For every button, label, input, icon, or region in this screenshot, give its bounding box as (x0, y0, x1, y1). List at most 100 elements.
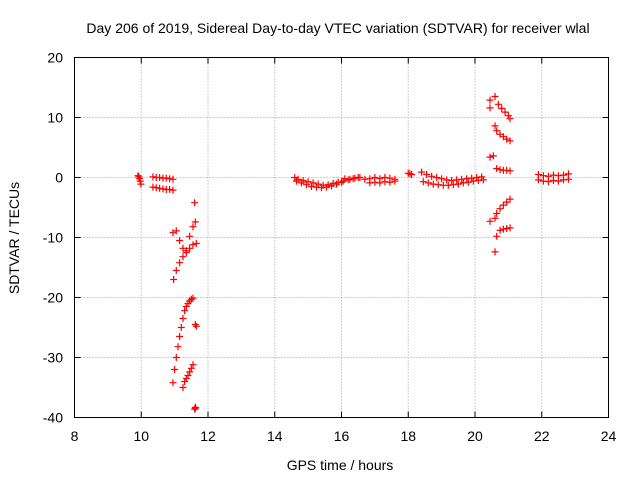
data-point (493, 232, 501, 240)
data-point (494, 100, 502, 108)
data-point (176, 259, 184, 267)
data-point (182, 249, 190, 256)
data-point (181, 307, 189, 315)
series-sat-r (486, 152, 514, 175)
data-point (332, 180, 340, 188)
series-sat-j (292, 177, 345, 192)
series-sat-f (169, 294, 197, 387)
data-point (491, 214, 499, 222)
data-point (486, 96, 494, 104)
data-point (189, 361, 197, 369)
data-point (187, 364, 195, 372)
data-point (294, 175, 302, 183)
data-point (179, 253, 187, 261)
data-point (506, 137, 514, 145)
data-point (322, 183, 330, 191)
data-point (489, 152, 497, 160)
data-point (191, 321, 199, 328)
data-point (376, 179, 384, 187)
data-point (171, 366, 179, 373)
data-point (182, 303, 190, 310)
series-sat-p (486, 93, 514, 123)
data-point (169, 175, 177, 183)
data-point (386, 178, 394, 186)
data-point (187, 295, 195, 303)
data-point (181, 378, 189, 385)
data-point (191, 218, 199, 226)
y-tick-label: 20 (47, 50, 63, 66)
data-points (134, 93, 572, 413)
data-point (479, 176, 487, 184)
data-point (506, 167, 514, 175)
data-point (179, 384, 187, 391)
y-tick-label: 10 (47, 110, 63, 126)
data-point (408, 171, 416, 178)
data-point (174, 343, 182, 351)
data-point (506, 115, 514, 123)
data-point (327, 182, 335, 190)
x-tick-label: 20 (467, 428, 483, 444)
data-point (423, 171, 431, 178)
data-point (564, 175, 572, 183)
data-point (186, 368, 194, 376)
data-point (498, 105, 506, 112)
data-point (493, 127, 501, 135)
series-sat-a (134, 172, 145, 188)
data-point (454, 180, 462, 188)
y-tick-label: -10 (43, 230, 63, 246)
data-point (191, 199, 199, 207)
data-point (418, 168, 426, 176)
data-point (478, 173, 486, 181)
data-point (501, 108, 509, 116)
data-point (177, 324, 185, 331)
x-axis-label: GPS time / hours (287, 457, 394, 473)
data-point (496, 205, 504, 213)
data-point (172, 227, 180, 235)
data-point (438, 175, 446, 183)
data-point (493, 165, 501, 172)
data-point (169, 186, 177, 194)
data-point (391, 177, 399, 185)
data-point (137, 180, 145, 188)
y-axis: -40 -30 -20 -10 0 10 20 (43, 50, 609, 426)
data-point (314, 180, 322, 188)
data-point (186, 244, 194, 252)
data-point (338, 178, 345, 186)
data-point (192, 240, 200, 247)
data-point (428, 172, 436, 180)
data-point (169, 379, 177, 387)
data-point (136, 177, 144, 185)
y-tick-label: -20 (43, 290, 63, 306)
data-point (506, 224, 514, 232)
data-point (169, 229, 177, 237)
data-point (302, 181, 310, 189)
data-point (419, 178, 427, 186)
data-point (182, 375, 190, 382)
data-point (135, 173, 143, 181)
data-point (134, 172, 142, 180)
series-sat-l (366, 177, 399, 187)
data-point (291, 174, 299, 181)
data-point (496, 226, 504, 234)
data-point (292, 177, 300, 185)
x-tick-label: 22 (534, 428, 550, 444)
data-point (486, 217, 494, 225)
series-sat-v (534, 175, 572, 186)
data-point (424, 179, 432, 187)
data-point (493, 210, 501, 217)
chart-title: Day 206 of 2019, Sidereal Day-to-day VTE… (86, 20, 589, 36)
data-point (346, 175, 354, 183)
data-point (304, 178, 312, 186)
data-point (189, 241, 197, 249)
data-point (297, 179, 305, 187)
series-sat-e (170, 240, 200, 283)
series-sat-t (491, 224, 514, 256)
data-point (504, 112, 512, 120)
series-sat-n (418, 168, 486, 184)
data-point (192, 322, 200, 330)
data-point (491, 93, 499, 100)
data-point (309, 179, 317, 187)
grid (74, 57, 609, 418)
data-point (186, 232, 194, 240)
x-tick-label: 12 (200, 428, 216, 444)
